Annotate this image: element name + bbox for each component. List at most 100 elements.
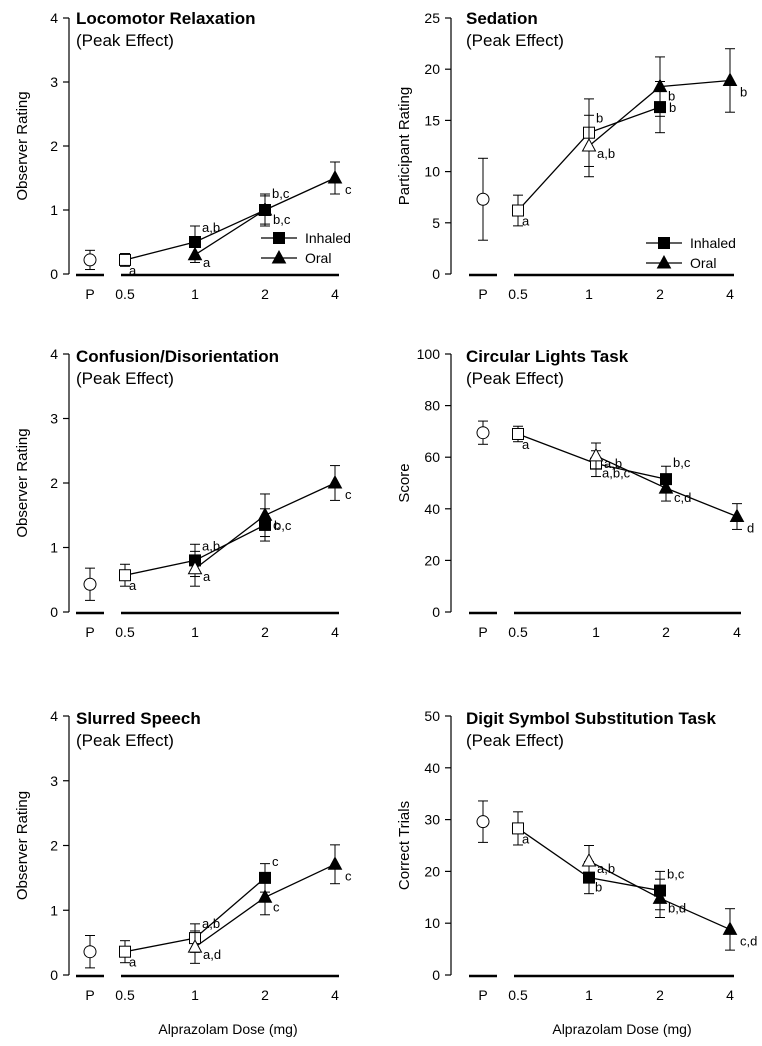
data-point <box>588 447 604 462</box>
y-axis-label: Score <box>396 463 413 502</box>
y-tick-label: 15 <box>424 112 440 128</box>
significance-label: a <box>129 955 137 970</box>
placebo-point <box>476 426 490 440</box>
x-tick-label: 1 <box>191 987 199 1003</box>
data-point <box>119 253 131 266</box>
panel-1: Locomotor Relaxation (Peak Effect) 0 1 2 3 4 Ob… <box>14 9 352 302</box>
x-tick-label: 2 <box>261 987 269 1003</box>
panel-5: Slurred Speech (Peak Effect) 0 1 2 3 4 Observer… <box>14 708 352 1037</box>
y-tick-label: 1 <box>50 540 58 556</box>
data-point <box>581 137 597 152</box>
panel-2: Sedation (Peak Effect) 0 5 10 15 20 25 Participa… <box>396 9 747 302</box>
y-axis-label: Observer Rating <box>14 91 31 200</box>
y-axis-label: Observer Rating <box>14 791 31 900</box>
panel-subtitle: (Peak Effect) <box>76 31 174 50</box>
panel-subtitle: (Peak Effect) <box>76 731 174 750</box>
x-tick-label: P <box>478 286 487 302</box>
y-tick-label: 50 <box>424 708 440 724</box>
data-point <box>189 236 201 248</box>
series-oral: a,b b,d c,d <box>581 845 757 951</box>
panel-subtitle: (Peak Effect) <box>466 731 564 750</box>
legend-label: Oral <box>690 255 716 271</box>
y-tick-label: 10 <box>424 164 440 180</box>
y-tick-label: 3 <box>50 74 58 90</box>
y-tick-label: 20 <box>424 552 440 568</box>
significance-label: c <box>345 868 352 883</box>
y-tick-label: 40 <box>424 760 440 776</box>
significance-label: b,c <box>273 212 291 227</box>
series-oral: a,d c c <box>187 844 352 964</box>
x-axis-label: Alprazolam Dose (mg) <box>158 1021 297 1037</box>
data-point <box>512 822 524 835</box>
x-tick-label: 0.5 <box>115 987 135 1003</box>
y-tick-label: 0 <box>50 604 58 620</box>
y-tick-label: 20 <box>424 61 440 77</box>
significance-label: a <box>203 569 211 584</box>
series-oral: a,bb b <box>581 48 747 178</box>
y-tick-label: 10 <box>424 915 440 931</box>
x-tick-label: P <box>85 286 94 302</box>
significance-label: a <box>522 437 530 452</box>
y-tick-label: 30 <box>424 812 440 828</box>
significance-label: a,b <box>202 538 220 553</box>
x-tick-label: 1 <box>585 286 593 302</box>
x-axis-label: Alprazolam Dose (mg) <box>552 1021 691 1037</box>
legend-marker <box>273 232 285 244</box>
panel-title: Confusion/Disorientation <box>76 347 279 366</box>
legend: Inhaled Oral <box>646 235 736 271</box>
significance-label: b,c <box>673 455 691 470</box>
data-point <box>187 560 203 575</box>
x-tick-label: 2 <box>656 286 664 302</box>
significance-label: b <box>668 89 675 104</box>
x-tick-label: 0.5 <box>115 286 135 302</box>
x-tick-label: 4 <box>331 286 339 302</box>
significance-label: a <box>522 214 530 229</box>
data-point <box>722 921 738 935</box>
y-tick-label: 5 <box>432 215 440 231</box>
placebo-point <box>83 577 97 591</box>
y-tick-label: 2 <box>50 138 58 154</box>
y-tick-label: 0 <box>50 967 58 983</box>
y-tick-label: 80 <box>424 398 440 414</box>
x-tick-label: 1 <box>585 987 593 1003</box>
significance-label: c,d <box>674 490 691 505</box>
significance-label: c <box>345 182 352 197</box>
x-tick-label: 0.5 <box>508 286 528 302</box>
x-tick-label: 4 <box>733 624 741 640</box>
significance-label: a <box>129 263 137 278</box>
x-tick-label: 0.5 <box>508 624 528 640</box>
placebo-point <box>83 945 97 959</box>
panel-4: Circular Lights Task (Peak Effect) 0 20 40 60… <box>396 346 754 640</box>
placebo-point <box>476 192 490 206</box>
x-tick-label: P <box>85 624 94 640</box>
significance-label: a,d <box>203 947 221 962</box>
data-point <box>581 852 597 867</box>
data-point <box>729 508 745 523</box>
x-tick-label: 2 <box>656 987 664 1003</box>
series-oral: a,b c,d d <box>588 442 754 536</box>
y-tick-label: 3 <box>50 773 58 789</box>
y-tick-label: 40 <box>424 501 440 517</box>
significance-label: a <box>203 255 211 270</box>
data-point <box>119 569 131 582</box>
legend-marker <box>658 237 670 249</box>
significance-label: a,b <box>597 861 615 876</box>
data-point <box>652 78 668 93</box>
significance-label: a <box>129 578 137 593</box>
y-axis-label: Observer Rating <box>14 428 31 537</box>
legend-label: Inhaled <box>305 230 351 246</box>
data-point <box>257 201 273 216</box>
significance-label: b,c <box>274 518 292 533</box>
data-point <box>257 889 273 903</box>
x-tick-label: P <box>85 987 94 1003</box>
significance-label: c <box>272 854 279 869</box>
panel-subtitle: (Peak Effect) <box>466 31 564 50</box>
x-tick-label: 2 <box>261 286 269 302</box>
panel-title: Slurred Speech <box>76 709 201 728</box>
x-tick-label: 4 <box>726 987 734 1003</box>
y-axis-label: Participant Rating <box>396 87 413 205</box>
data-point <box>187 939 203 953</box>
legend: Inhaled Oral <box>261 230 351 266</box>
x-tick-label: P <box>478 624 487 640</box>
